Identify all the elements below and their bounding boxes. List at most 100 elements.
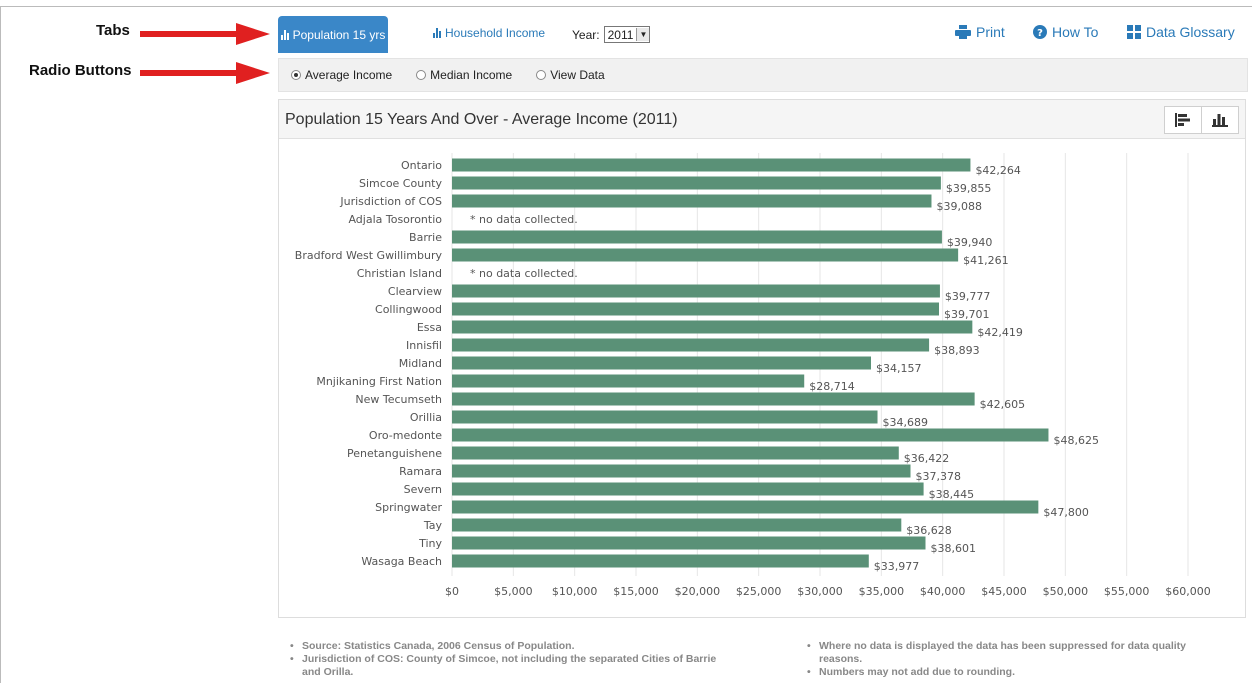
category-label: Wasaga Beach (361, 555, 442, 568)
category-label: New Tecumseth (355, 393, 442, 406)
x-tick-label: $55,000 (1104, 585, 1150, 598)
footnote: Numbers may not add due to rounding. (805, 666, 1225, 679)
bar (452, 464, 911, 478)
x-tick-label: $20,000 (675, 585, 721, 598)
tab-household-income[interactable]: Household Income (433, 26, 545, 40)
value-label: $36,628 (906, 524, 952, 537)
print-label: Print (976, 24, 1005, 40)
radio-average-income[interactable]: Average Income (291, 68, 392, 82)
question-circle-icon: ? (1033, 25, 1047, 39)
vertical-bar-view-button[interactable] (1202, 106, 1239, 134)
value-label: $34,157 (876, 362, 922, 375)
value-label: $33,977 (874, 560, 920, 573)
tab-label: Household Income (445, 26, 546, 40)
radio-median-income[interactable]: Median Income (416, 68, 512, 82)
category-label: Ontario (401, 159, 442, 172)
category-label: Mnjikaning First Nation (316, 375, 442, 388)
bar (452, 356, 871, 370)
category-label: Collingwood (375, 303, 442, 316)
x-tick-label: $15,000 (613, 585, 659, 598)
category-label: Bradford West Gwillimbury (295, 249, 443, 262)
bar (452, 518, 902, 532)
bar (452, 248, 959, 262)
radio-label: View Data (550, 68, 605, 82)
bar (452, 392, 975, 406)
data-glossary-label: Data Glossary (1146, 24, 1235, 40)
bar (452, 320, 973, 334)
value-label: $38,601 (931, 542, 977, 555)
radio-label: Average Income (305, 68, 393, 82)
bar (452, 158, 971, 172)
radio-button-bar: Average Income Median Income View Data (278, 58, 1248, 92)
chart-view-toggle (1164, 106, 1239, 134)
tab-label: Population 15 yrs (292, 27, 386, 42)
category-label: Midland (399, 357, 442, 370)
footnote: Where no data is displayed the data has … (805, 640, 1225, 666)
bar (452, 554, 869, 568)
radio-indicator (536, 70, 547, 80)
value-label: $38,445 (929, 488, 975, 501)
radio-annotation-label: Radio Buttons (29, 62, 132, 79)
category-label: Tiny (418, 537, 442, 550)
year-picker: Year: 2011 ▼ (572, 26, 651, 43)
value-label: $34,689 (883, 416, 929, 429)
bar (452, 176, 941, 190)
footnote: Source: Statistics Canada, 2006 Census o… (288, 640, 733, 653)
horizontal-bars-icon (1175, 113, 1190, 127)
no-data-label: * no data collected. (470, 267, 578, 280)
how-to-button[interactable]: ? How To (1033, 24, 1098, 40)
bar (452, 338, 930, 352)
footnote: Jurisdiction of COS: County of Simcoe, n… (288, 653, 733, 679)
category-label: Christian Island (357, 267, 442, 280)
horizontal-bar-view-button[interactable] (1164, 106, 1202, 134)
value-label: $47,800 (1043, 506, 1089, 519)
x-tick-label: $25,000 (736, 585, 782, 598)
print-button[interactable]: Print (955, 24, 1005, 40)
value-label: $42,264 (975, 164, 1021, 177)
x-tick-label: $30,000 (797, 585, 843, 598)
category-label: Innisfil (406, 339, 442, 352)
bar (452, 302, 939, 316)
tabs-annotation-label: Tabs (96, 22, 130, 39)
bar-chart-icon (280, 29, 289, 40)
year-select[interactable]: 2011 ▼ (603, 26, 651, 43)
value-label: $48,625 (1053, 434, 1099, 447)
svg-text:?: ? (1037, 28, 1043, 39)
category-label: Orillia (410, 411, 442, 424)
category-label: Ramara (399, 465, 442, 478)
x-tick-label: $35,000 (859, 585, 905, 598)
bar (452, 194, 932, 208)
x-tick-label: $50,000 (1043, 585, 1089, 598)
category-label: Barrie (409, 231, 442, 244)
bar (452, 482, 924, 496)
value-label: $39,088 (936, 200, 982, 213)
value-label: $41,261 (963, 254, 1009, 267)
value-label: $42,605 (980, 398, 1026, 411)
data-glossary-button[interactable]: Data Glossary (1127, 24, 1235, 40)
radio-label: Median Income (430, 68, 513, 82)
category-label: Simcoe County (359, 177, 442, 190)
vertical-bars-icon (1212, 114, 1228, 127)
category-label: Springwater (375, 501, 442, 514)
value-label: $37,378 (916, 470, 962, 483)
radio-view-data[interactable]: View Data (536, 68, 605, 82)
value-label: $39,701 (944, 308, 990, 321)
value-label: $38,893 (934, 344, 980, 357)
chart-panel-header: Population 15 Years And Over - Average I… (279, 100, 1245, 139)
value-label: $28,714 (809, 380, 855, 393)
tab-population-15-yrs[interactable]: Population 15 yrs (278, 16, 388, 53)
x-tick-label: $40,000 (920, 585, 966, 598)
category-label: Essa (417, 321, 442, 334)
year-label: Year: (572, 27, 600, 42)
bar (452, 536, 926, 550)
x-tick-label: $10,000 (552, 585, 598, 598)
printer-icon (955, 25, 971, 39)
income-bar-chart: $0 $5,000 $10,000 $15,000 $20,000 $25,000 $30,… (295, 153, 1211, 598)
window-left-border (0, 6, 1, 683)
bar (452, 410, 878, 424)
bar (452, 374, 805, 388)
category-label: Adjala Tosorontio (348, 213, 442, 226)
x-tick-label: $45,000 (981, 585, 1027, 598)
year-value: 2011 (607, 27, 634, 42)
category-label: Severn (404, 483, 442, 496)
